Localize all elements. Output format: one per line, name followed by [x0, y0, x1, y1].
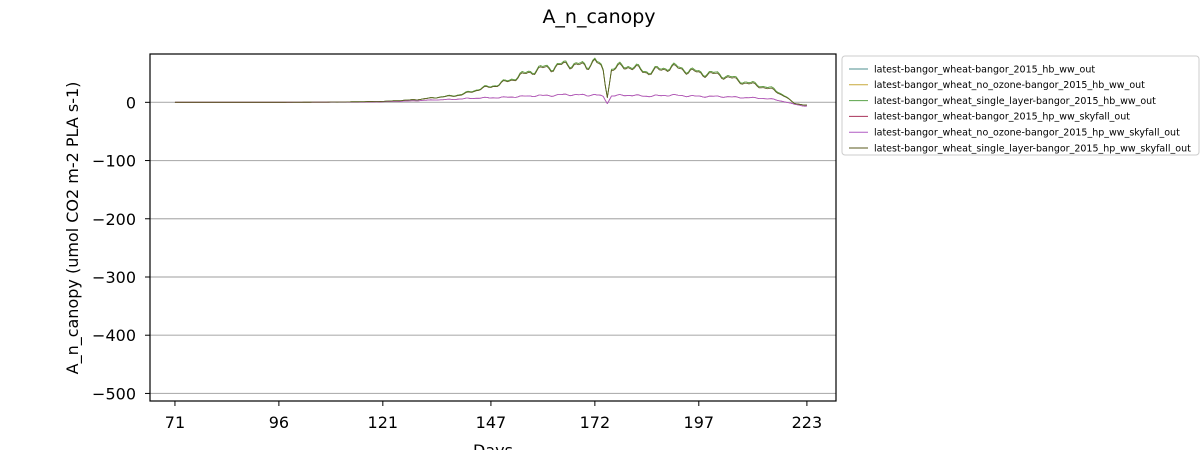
x-tick-label: 121: [368, 413, 399, 432]
x-tick-label: 147: [476, 413, 507, 432]
y-tick-label: −400: [92, 326, 136, 345]
y-tick-label: 0: [126, 93, 136, 112]
y-axis-label: A_n_canopy (umol CO2 m-2 PLA s-1): [63, 82, 83, 375]
x-tick-label: 223: [792, 413, 823, 432]
chart-title: A_n_canopy: [542, 6, 655, 28]
y-tick-label: −100: [92, 152, 136, 171]
x-tick-label: 96: [269, 413, 289, 432]
x-tick-label: 172: [580, 413, 611, 432]
legend-label: latest-bangor_wheat_single_layer-bangor_…: [874, 143, 1191, 154]
legend: latest-bangor_wheat-bangor_2015_hb_ww_ou…: [842, 56, 1199, 155]
x-tick-label: 197: [684, 413, 715, 432]
x-tick-label: 71: [165, 413, 185, 432]
legend-label: latest-bangor_wheat_no_ozone-bangor_2015…: [874, 128, 1180, 139]
legend-label: latest-bangor_wheat_no_ozone-bangor_2015…: [874, 80, 1145, 91]
x-axis-label: Days: [473, 441, 513, 450]
legend-label: latest-bangor_wheat-bangor_2015_hp_ww_sk…: [874, 112, 1130, 123]
y-tick-label: −500: [92, 384, 136, 403]
y-tick-label: −200: [92, 210, 136, 229]
legend-label: latest-bangor_wheat_single_layer-bangor_…: [874, 96, 1156, 107]
y-tick-label: −300: [92, 268, 136, 287]
legend-label: latest-bangor_wheat-bangor_2015_hb_ww_ou…: [874, 64, 1095, 75]
